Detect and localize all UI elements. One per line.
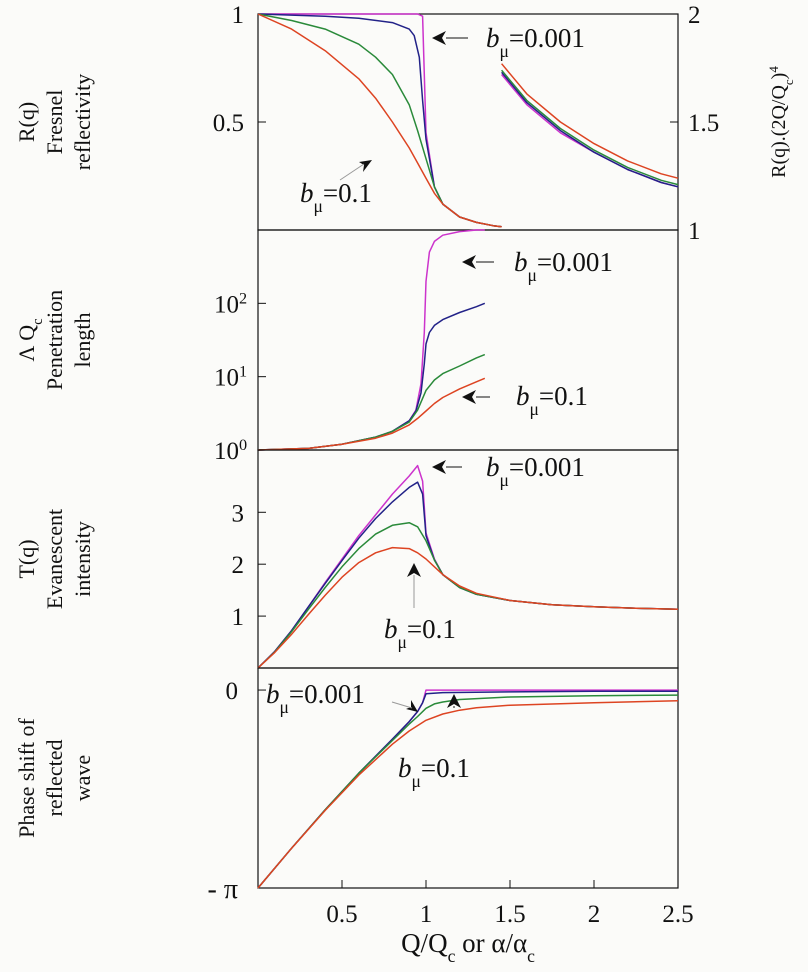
annotation-leader: [391, 701, 413, 709]
annotation-arrow: [432, 460, 446, 474]
annotation-label: bμ=0.1: [384, 614, 456, 652]
y-axis-label-line: wave: [70, 755, 95, 801]
series-line-8: [501, 63, 679, 179]
y-axis-label-line: Penetration: [42, 290, 67, 390]
annotation-label: bμ=0.001: [266, 679, 365, 717]
annotation-leader: [339, 163, 365, 181]
series-line-7: [501, 69, 679, 186]
series-line-2: [257, 302, 486, 451]
y-axis-label-line: intensity: [70, 521, 95, 597]
y2-axis-label: R(q).(2Q/Qc)4: [766, 66, 796, 178]
series-line-2: [257, 690, 678, 889]
annotation-arrow: [407, 563, 421, 577]
annotation-label: bμ=0.001: [486, 23, 585, 61]
chart-panel-3: 1 2 3 T(q) Evanescent intensity: [14, 449, 679, 669]
series-line-3: [257, 694, 679, 889]
series-line-2: [257, 481, 679, 669]
annotation-label: bμ=0.1: [398, 753, 470, 791]
series-line-4: [257, 377, 486, 451]
annotation-arrow: [462, 390, 476, 404]
y-tick-label: 0: [226, 678, 239, 705]
y-tick-label: 102: [214, 289, 247, 318]
chart-panel-1: 0.5 1 1 1.5 2 R(q) Fresnel reflectivity R(q).(2Q…: [14, 2, 796, 245]
y-axis-label-line: Λ Qc: [14, 318, 46, 361]
y-axis-label-line: reflected: [42, 740, 67, 817]
y-axis-label-line: T(q): [14, 539, 39, 578]
series-line-6: [501, 71, 679, 188]
series-line-3: [257, 521, 679, 669]
y-axis-label: R(q) Fresnel reflectivity: [14, 74, 95, 171]
y-axis-label-line: length: [70, 313, 95, 368]
annotation-arrow: [432, 31, 446, 45]
panels-group: 0.5 1 1 1.5 2 R(q) Fresnel reflectivity R(q).(2Q…: [14, 2, 796, 928]
series-line-1: [257, 229, 485, 451]
plot-frame: [257, 667, 679, 889]
series-line-1: [257, 689, 678, 889]
x-tick-label: 1: [420, 901, 433, 928]
y2-tick-label: 1: [688, 218, 701, 245]
series-line-2: [257, 13, 502, 228]
x-axis-title: Q/Qc or α/αc: [401, 928, 535, 966]
x-tick-label: 2.5: [662, 901, 693, 928]
y-tick-label: - π: [208, 874, 238, 905]
y2-tick-label: 2: [688, 2, 701, 29]
y-tick-label: 0.5: [213, 110, 244, 137]
series-line-4: [257, 546, 679, 669]
y-tick-label: 100: [214, 436, 247, 465]
plot-frame: [257, 449, 679, 669]
annotation-arrow: [462, 255, 476, 269]
y-tick-label: 1: [232, 2, 245, 29]
y-tick-label: 1: [232, 604, 245, 631]
annotation-label: bμ=0.001: [514, 247, 613, 285]
x-tick-label: 2: [588, 901, 601, 928]
series-line-4: [257, 13, 502, 228]
y-tick-label: 2: [232, 552, 245, 579]
y-tick-label: 3: [232, 500, 245, 527]
y-axis-label-line: Phase shift of: [14, 717, 39, 837]
series-line-4: [257, 700, 679, 889]
y-axis-label-line: Evanescent: [42, 509, 67, 609]
annotation-arrow: [406, 700, 418, 712]
annotation-label: bμ=0.001: [486, 452, 585, 490]
y2-tick-label: 1.5: [688, 110, 719, 137]
y-axis-label-line: reflectivity: [70, 74, 95, 171]
series-line-3: [257, 13, 502, 228]
annotation-label: bμ=0.1: [516, 381, 588, 419]
y-tick-label: 101: [214, 363, 247, 392]
x-tick-label: 0.5: [326, 901, 357, 928]
annotation-label: bμ=0.1: [300, 178, 372, 216]
x-tick-label: 1.5: [494, 901, 525, 928]
series-line-1: [258, 13, 502, 228]
y-axis-label: T(q) Evanescent intensity: [14, 509, 95, 609]
annotation-arrow: [447, 694, 461, 708]
y-axis-label-line: Fresnel: [42, 90, 67, 155]
y-axis-label-line: R(q): [14, 102, 39, 142]
y-axis-label: Phase shift of reflected wave: [14, 717, 95, 837]
series-line-3: [257, 353, 486, 451]
labels-group: bμ=0.001 bμ=0.1 bμ=0.001 bμ=0.1 bμ=0.001 bμ=0…: [266, 23, 613, 966]
series-line-1: [257, 464, 679, 669]
annotation-arrow: [359, 160, 372, 172]
